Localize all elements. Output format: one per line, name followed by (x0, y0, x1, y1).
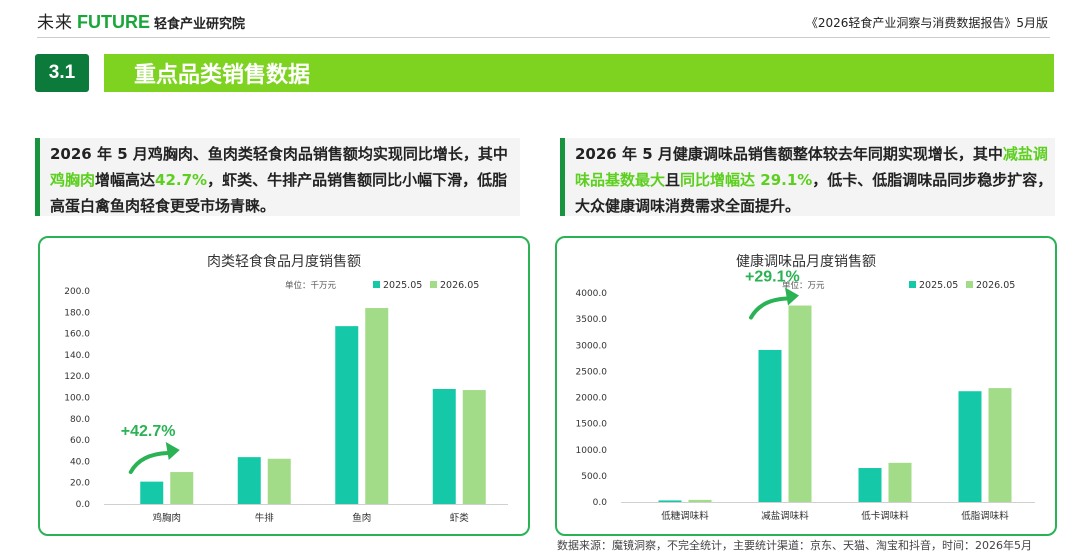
y-tick-label: 3000.0 (576, 341, 608, 351)
x-tick-label: 减盐调味料 (761, 510, 809, 522)
growth-annotation: +29.1% (745, 269, 800, 286)
chart-unit-label: 单位：千万元 (285, 280, 337, 291)
y-tick-label: 80.0 (70, 415, 90, 425)
y-tick-label: 4000.0 (576, 289, 608, 299)
bar-2026.05-低脂调味料 (988, 388, 1012, 502)
header-divider (37, 37, 1050, 38)
growth-arrow-curve (749, 296, 789, 320)
bar-2025.05-减盐调味料 (758, 349, 782, 502)
meat-chart-panel: 肉类轻食食品月度销售额单位：千万元 2025.05 2026.05 0.0 20.0 40… (38, 236, 530, 536)
y-tick-label: 40.0 (70, 457, 90, 467)
legend-swatch (373, 281, 380, 288)
x-tick-label: 低脂调味料 (961, 510, 1009, 522)
summary-text: 2026 年 5 月健康调味品销售额整体较去年同期实现增长，其中 (575, 145, 1003, 163)
y-tick-label: 140.0 (64, 351, 90, 361)
bar-2025.05-虾类 (432, 388, 456, 504)
x-tick-label: 鱼肉 (352, 512, 371, 524)
bar-2025.05-鱼肉 (335, 326, 359, 504)
logo-en: FUTURE (77, 12, 150, 32)
y-tick-label: 0.0 (593, 498, 608, 508)
y-tick-label: 200.0 (64, 287, 90, 297)
bar-2026.05-减盐调味料 (788, 305, 812, 502)
y-tick-label: 1500.0 (576, 420, 608, 430)
legend-label: 2025.05 (919, 280, 958, 291)
y-tick-label: 1000.0 (576, 446, 608, 456)
x-tick-label: 牛排 (255, 512, 275, 524)
section-title: 重点品类销售数据 (104, 54, 1054, 92)
y-tick-label: 160.0 (64, 330, 90, 340)
summary-text: ，虾类、牛排产品销售额同比小幅下滑，低脂高蛋白禽鱼肉轻食更受市场青睐。 (50, 171, 508, 215)
y-tick-label: 0.0 (76, 500, 91, 510)
bar-2026.05-鱼肉 (365, 308, 389, 504)
summary-text: 且 (665, 171, 681, 189)
chart-title: 健康调味品月度销售额 (736, 253, 876, 270)
y-tick-label: 2000.0 (576, 394, 608, 404)
legend-label: 2025.05 (383, 280, 422, 291)
legend-label: 2026.05 (440, 280, 479, 291)
section-number: 3.1 (35, 54, 89, 92)
bar-2025.05-牛排 (237, 457, 261, 504)
bar-2026.05-牛排 (267, 458, 291, 504)
summary-text: 2026 年 5 月鸡胸肉、鱼肉类轻食肉品销售额均实现同比增长，其中 (50, 145, 508, 163)
y-tick-label: 60.0 (70, 436, 90, 446)
legend-swatch (966, 281, 973, 288)
bar-2026.05-低糖调味料 (688, 499, 712, 502)
y-tick-label: 500.0 (581, 472, 607, 482)
chart-unit-label: 单位：万元 (782, 280, 825, 291)
x-tick-label: 低糖调味料 (661, 510, 709, 522)
logo-org-name: 轻食产业研究院 (154, 17, 246, 32)
summary-text: ，低卡、低脂调味品同步稳步扩容，大众健康调味消费需求全面提升。 (575, 171, 1053, 215)
x-tick-label: 低卡调味料 (861, 510, 909, 522)
legend-swatch (909, 281, 916, 288)
growth-arrow-curve (128, 451, 170, 475)
summary-condiment: 2026 年 5 月健康调味品销售额整体较去年同期实现增长，其中减盐调味品基数最… (560, 138, 1055, 216)
bar-2026.05-虾类 (462, 390, 486, 504)
condiment-chart-panel: 健康调味品月度销售额单位：万元 2025.05 2026.05 0.0 500.0 100… (555, 236, 1057, 536)
bar-2026.05-鸡胸肉 (170, 472, 194, 504)
report-title: 《2026轻食产业洞察与消费数据报告》5月版 (805, 16, 1048, 30)
summary-highlight: 减盐调味品基数最大 (575, 145, 1048, 189)
bar-2025.05-低脂调味料 (958, 391, 982, 502)
summary-highlight: 鸡胸肉 (50, 171, 96, 189)
y-tick-label: 180.0 (64, 308, 90, 318)
growth-annotation: +42.7% (121, 423, 176, 440)
y-tick-label: 100.0 (64, 394, 90, 404)
chart-title: 肉类轻食食品月度销售额 (207, 253, 361, 270)
y-tick-label: 3500.0 (576, 315, 608, 325)
x-tick-label: 虾类 (450, 512, 470, 524)
logo-cn: 未来 (37, 13, 73, 33)
bar-2026.05-低卡调味料 (888, 462, 912, 502)
y-tick-label: 120.0 (64, 372, 90, 382)
summary-meat: 2026 年 5 月鸡胸肉、鱼肉类轻食肉品销售额均实现同比增长，其中鸡胸肉增幅高… (35, 138, 520, 216)
legend-label: 2026.05 (976, 280, 1015, 291)
growth-arrow-head (785, 287, 799, 306)
y-tick-label: 2500.0 (576, 367, 608, 377)
summary-highlight: 同比增幅达 29.1% (680, 171, 813, 189)
bar-2025.05-低卡调味料 (858, 468, 882, 502)
bar-2025.05-低糖调味料 (658, 500, 682, 502)
brand-logo: 未来 FUTURE 轻食产业研究院 (37, 8, 246, 33)
y-tick-label: 20.0 (70, 479, 90, 489)
legend-swatch (430, 281, 437, 288)
growth-arrow-head (165, 442, 180, 461)
bar-2025.05-鸡胸肉 (140, 481, 164, 504)
x-tick-label: 鸡胸肉 (152, 512, 181, 524)
summary-text: 增幅高达 (95, 171, 156, 189)
data-source-note: 数据来源：魔镜洞察，不完全统计，主要统计渠道：京东、天猫、淘宝和抖音，时间：20… (557, 539, 1032, 552)
summary-highlight: 42.7% (155, 171, 208, 189)
